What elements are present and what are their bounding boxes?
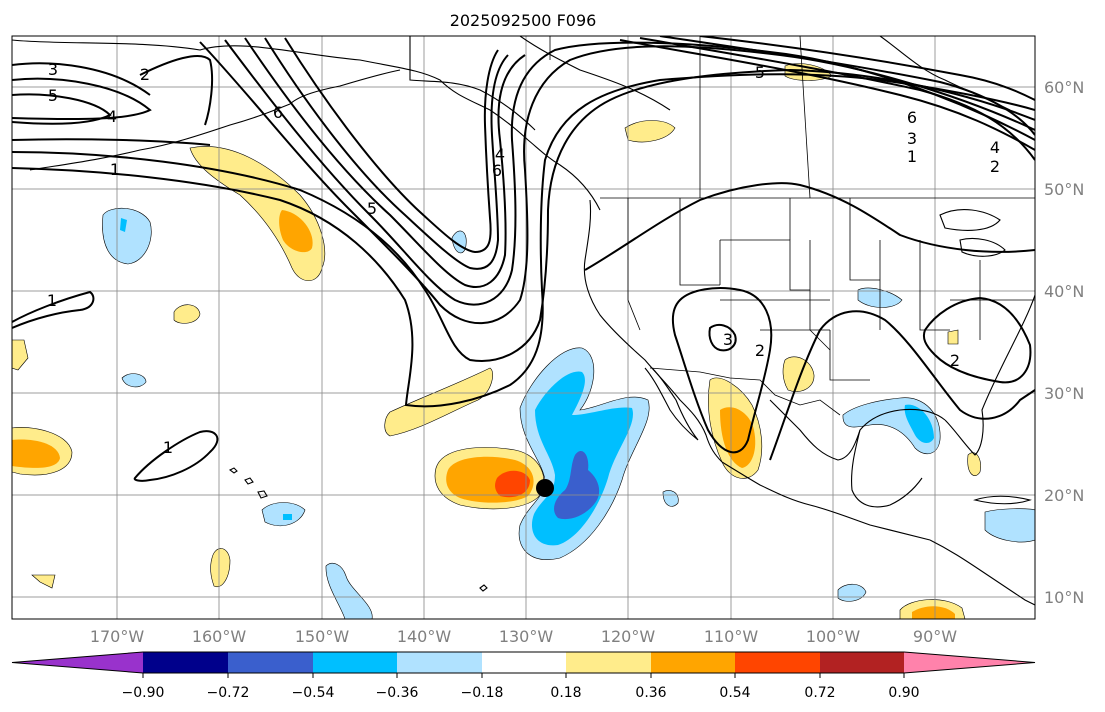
contour-label: 1	[47, 291, 57, 310]
colorbar-segment	[820, 652, 904, 673]
colorbar-tick-label: 0.36	[635, 685, 666, 701]
coastlines	[12, 36, 1035, 606]
colorbar-tick-label: 0.72	[804, 685, 835, 701]
map-title: 2025092500 F096	[450, 11, 597, 30]
colorbar-tick-label: −0.18	[461, 685, 504, 701]
colorbar-segment	[735, 652, 820, 673]
colorbar-extend-min	[12, 652, 143, 673]
contour-label: 6	[492, 161, 502, 180]
colorbar-segment	[397, 652, 482, 673]
contour-label: 1	[907, 147, 917, 166]
lat-tick-label: 50°N	[1044, 180, 1084, 199]
contour-label: 5	[755, 63, 765, 82]
location-marker	[536, 479, 554, 497]
colorbar-segment	[143, 652, 228, 673]
lat-tick-label: 20°N	[1044, 486, 1084, 505]
contour-label: 2	[140, 65, 150, 84]
lat-tick-label: 40°N	[1044, 282, 1084, 301]
map-frame	[11, 35, 1036, 620]
lon-tick-label: 170°W	[90, 627, 145, 646]
lon-tick-label: 100°W	[806, 627, 861, 646]
colorbar-tick-label: −0.54	[292, 685, 335, 701]
colorbar: −0.90 −0.72 −0.54 −0.36 −0.18 0.18 0.36 0.54 0.7…	[11, 651, 1036, 701]
positive-anomaly-streak	[384, 367, 493, 437]
contour-label: 1	[110, 160, 120, 179]
contour-label: 1	[163, 438, 173, 457]
colorbar-segment	[651, 652, 735, 673]
contour-label: 2	[755, 341, 765, 360]
colorbar-tick-label: 0.54	[719, 685, 750, 701]
contour-label: 4	[107, 107, 117, 126]
shaded-anomalies	[12, 63, 1035, 619]
contour-label: 6	[907, 108, 917, 127]
contour-label: 2	[990, 157, 1000, 176]
contour-label: 3	[907, 129, 917, 148]
lon-tick-label: 110°W	[704, 627, 759, 646]
contour-labels: 3 2 5 4 1 6 5 4 6 1 1 5 6 3 4 1 2 3 2 2	[47, 60, 1000, 457]
colorbar-tick-label: −0.36	[376, 685, 419, 701]
lat-tick-label: 60°N	[1044, 78, 1084, 97]
lat-labels: 60°N 50°N 40°N 30°N 20°N 10°N	[1044, 78, 1084, 607]
contour-label: 2	[950, 351, 960, 370]
lon-tick-label: 130°W	[499, 627, 554, 646]
borders	[409, 36, 1035, 416]
contour-label: 5	[48, 86, 58, 105]
colorbar-segment	[228, 652, 313, 673]
map-area: 3 2 5 4 1 6 5 4 6 1 1 5 6 3 4 1 2 3 2 2	[12, 36, 1035, 619]
colorbar-tick-label: −0.90	[122, 685, 165, 701]
contour-label: 5	[367, 199, 377, 218]
colorbar-segment	[482, 652, 566, 673]
colorbar-segment	[566, 652, 651, 673]
contours	[12, 36, 1035, 482]
lon-tick-label: 120°W	[601, 627, 656, 646]
lat-tick-label: 30°N	[1044, 384, 1084, 403]
colorbar-tick-label: 0.18	[550, 685, 581, 701]
contour-label: 6	[273, 103, 283, 122]
lon-tick-label: 140°W	[397, 627, 452, 646]
colorbar-tick-label: −0.72	[207, 685, 250, 701]
contour-label: 4	[990, 138, 1000, 157]
lon-labels: 170°W 160°W 150°W 140°W 130°W 120°W 110°W 100°W…	[90, 627, 957, 646]
negative-anomaly-central	[102, 208, 152, 265]
contour-label: 3	[723, 330, 733, 349]
colorbar-extend-max	[904, 652, 1035, 673]
lon-tick-label: 150°W	[295, 627, 350, 646]
lon-tick-label: 160°W	[192, 627, 247, 646]
lat-tick-label: 10°N	[1044, 588, 1084, 607]
lon-tick-label: 90°W	[913, 627, 957, 646]
colorbar-segment	[313, 652, 397, 673]
contour-label: 3	[48, 60, 58, 79]
colorbar-tick-label: 0.90	[888, 685, 919, 701]
contour-label: 4	[495, 145, 505, 164]
